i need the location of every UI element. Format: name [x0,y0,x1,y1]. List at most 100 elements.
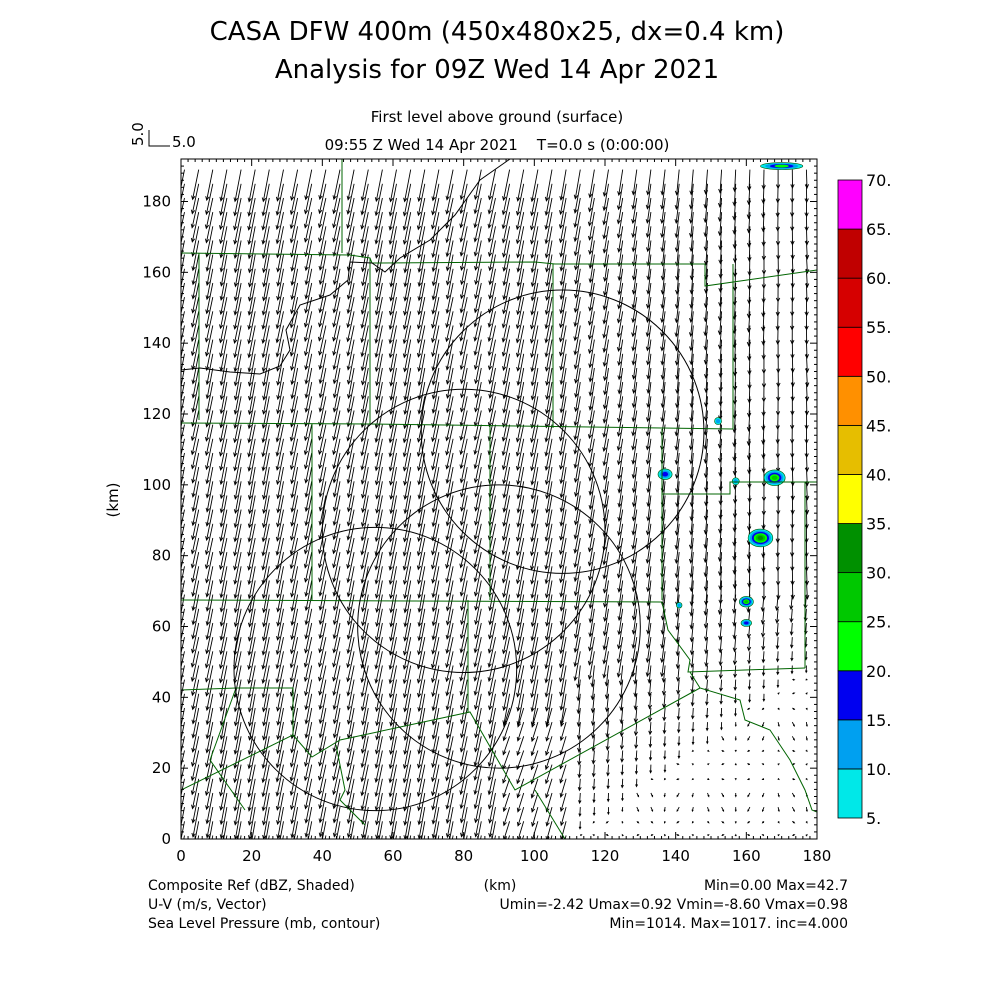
wind-vector [732,226,737,250]
wind-vector [530,382,539,415]
wind-vector [717,183,723,208]
wind-vector [676,834,680,837]
wind-vector [417,566,426,599]
wind-vector [747,679,752,691]
wind-vector [318,495,327,526]
wind-vector [502,792,511,813]
wind-vector [374,169,383,203]
wind-vector [576,665,581,689]
wind-vector [265,821,270,839]
wind-vector [247,325,256,359]
wind-vector [617,282,624,310]
wind-vector [488,792,496,824]
wind-vector [445,396,454,428]
wind-vector [275,311,284,344]
wind-vector [805,821,808,824]
wind-vector [487,778,496,810]
wind-vector [677,750,681,760]
wind-vector [304,665,313,697]
wind-vector [487,764,496,796]
wind-vector [233,410,242,444]
wind-vector [487,311,496,343]
wind-vector [304,707,313,739]
wind-vector [233,750,242,784]
wind-vector [310,835,313,839]
wind-vector [194,821,200,839]
wind-vector [631,438,638,465]
wind-vector [318,679,327,711]
wind-vector [805,807,808,813]
colorbar-swatch [837,326,863,377]
wind-vector [190,438,200,470]
wind-vector [747,169,752,192]
wind-vector [276,481,284,514]
wind-vector [732,339,737,363]
wind-vector [459,537,468,569]
wind-vector [544,552,553,585]
wind-vector [473,452,482,484]
wind-vector [617,268,624,296]
wind-vector [416,764,426,798]
wind-vector [205,552,214,584]
wind-vector [417,509,426,543]
wind-vector [691,792,694,798]
wind-vector [691,763,694,766]
wind-vector [573,282,581,314]
wind-vector [247,807,256,839]
wind-vector [389,353,397,387]
wind-vector [689,594,694,617]
wind-vector [790,665,794,675]
wind-vector [360,665,369,698]
wind-vector [190,197,200,229]
wind-vector [290,467,299,499]
wind-vector [304,693,313,725]
wind-vector [460,580,468,612]
wind-vector [703,523,708,549]
wind-vector [587,197,595,227]
wind-vector [233,438,242,472]
wind-vector [703,438,708,464]
wind-vector [360,552,369,584]
wind-vector [689,254,694,281]
wind-vector [515,183,525,217]
wind-vector [573,566,581,597]
wind-vector [474,382,482,413]
wind-vector [431,537,440,570]
wind-vector [689,509,694,536]
wind-vector [587,183,595,213]
wind-vector [275,424,284,457]
wind-vector [531,792,539,813]
wind-vector [233,792,242,826]
wind-vector [805,749,808,753]
wind-vector [205,679,214,712]
wind-vector [620,750,624,763]
wind-vector [530,552,539,585]
wind-vector [417,580,426,613]
wind-vector [402,424,412,458]
wind-vector [375,353,383,387]
wind-vector [190,297,200,328]
wind-vector [573,382,581,413]
wind-vector [374,736,383,769]
wind-vector [703,452,709,479]
wind-vector [718,622,723,641]
wind-vector [445,452,454,484]
wind-vector [261,339,270,373]
wind-vector [674,509,680,536]
wind-vector [602,382,609,410]
x-tick-label: 120 [591,847,620,865]
wind-vector [617,396,624,423]
wind-vector [747,651,752,665]
wind-vector [403,566,412,600]
wind-vector [558,537,567,570]
y-tick-label: 80 [152,547,171,565]
wind-vector [374,197,383,231]
wind-vector [181,566,185,594]
wind-vector [445,750,454,782]
wind-vector [530,651,539,684]
wind-vector [605,750,610,764]
wind-vector [205,382,214,414]
wind-vector [304,608,313,640]
wind-vector [573,268,581,299]
wind-vector [445,807,454,839]
